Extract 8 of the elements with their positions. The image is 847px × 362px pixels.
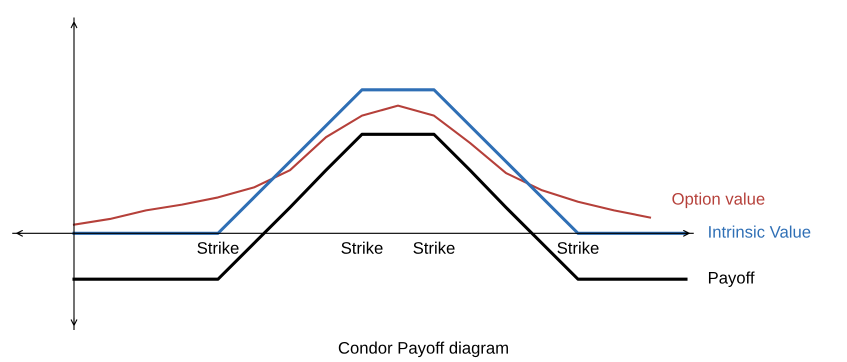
- x-tick-label: Strike: [557, 242, 599, 254]
- series-label: Payoff: [708, 271, 755, 287]
- x-tick-label: Strike: [341, 242, 383, 254]
- x-tick-label: Strike: [413, 242, 455, 254]
- text: Condor Payoff diagram: [338, 342, 508, 358]
- x-tick-label: Strike: [197, 242, 239, 254]
- series-label: Option value: [672, 192, 764, 208]
- legend-label: Intrinsic Value: [709, 226, 810, 238]
